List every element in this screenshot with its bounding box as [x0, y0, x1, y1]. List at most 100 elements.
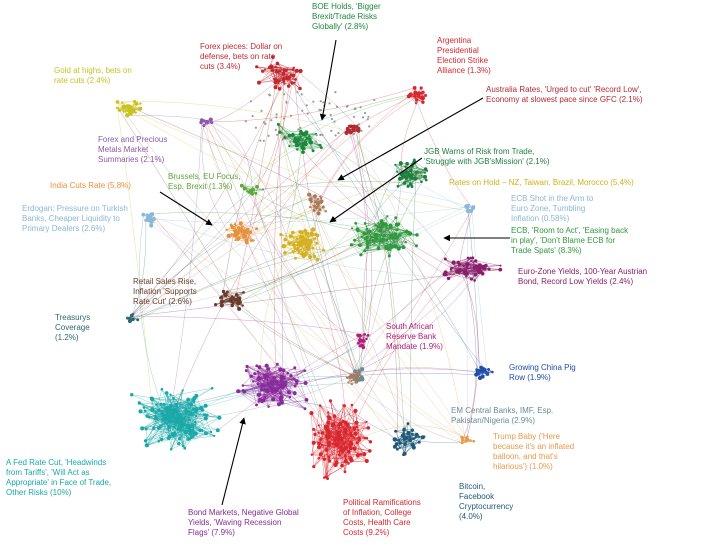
node [400, 433, 405, 438]
isolated-node [330, 129, 333, 132]
node [230, 233, 233, 236]
isolated-node [315, 134, 318, 137]
node [479, 365, 483, 370]
node [230, 299, 234, 304]
node [300, 252, 304, 256]
node [376, 225, 380, 229]
node [350, 434, 354, 438]
node [138, 409, 143, 414]
node [257, 365, 262, 370]
cluster-chinapig [474, 365, 494, 380]
node [257, 375, 261, 379]
node [279, 395, 284, 400]
node [275, 61, 280, 66]
node [150, 397, 154, 402]
node [476, 372, 480, 376]
label-eurozone: Euro-Zone Yields, 100-Year Austrian Bond… [518, 267, 648, 286]
node [338, 453, 341, 457]
node [137, 106, 143, 111]
edge [279, 132, 298, 150]
node [255, 65, 259, 69]
node [192, 431, 197, 436]
node [252, 239, 255, 242]
inter-cluster-edge [232, 302, 363, 380]
node [336, 424, 339, 427]
node [396, 222, 401, 226]
node [152, 426, 156, 430]
node [291, 73, 296, 78]
inter-cluster-edge [246, 94, 419, 189]
node [304, 237, 307, 240]
node [312, 254, 317, 258]
edge [313, 199, 319, 211]
node [352, 446, 357, 451]
node [398, 176, 402, 181]
node [396, 439, 399, 442]
node [420, 95, 425, 101]
node [346, 449, 351, 454]
node [324, 210, 327, 213]
inter-cluster-edge [200, 122, 258, 187]
node [270, 68, 275, 72]
node [294, 78, 297, 81]
isolated-node [251, 115, 254, 118]
isolated-node [285, 135, 288, 138]
node [293, 246, 297, 250]
node [254, 191, 258, 195]
node [296, 148, 299, 151]
node [487, 368, 490, 371]
node [343, 470, 347, 474]
node [144, 443, 149, 448]
label-brussels: Brussels, EU Focus, Esp. Brexit (1.3%) [168, 172, 241, 191]
node [248, 230, 253, 234]
label-bitcoin: Bitcoin, Facebook Cryptocurrency (4.0%) [459, 482, 514, 521]
node [204, 431, 208, 436]
edge [258, 369, 281, 378]
node [324, 475, 328, 479]
node [353, 431, 358, 436]
node [394, 163, 397, 166]
node [343, 429, 348, 434]
node [294, 139, 299, 144]
inter-cluster-edge [356, 126, 397, 246]
node [286, 371, 290, 375]
node [450, 266, 453, 270]
node [327, 411, 330, 414]
node [140, 426, 145, 431]
isolated-node [299, 126, 302, 129]
node [414, 102, 418, 105]
node [181, 389, 184, 392]
node [469, 256, 472, 260]
isolated-node [249, 100, 252, 103]
node [293, 366, 297, 370]
node [164, 416, 169, 420]
inter-cluster-edge [273, 78, 483, 377]
node [151, 217, 156, 222]
node [276, 362, 279, 366]
edge [147, 418, 157, 446]
edge [275, 69, 288, 88]
node [324, 427, 329, 431]
node [410, 428, 414, 432]
node [381, 221, 386, 226]
node [360, 367, 365, 372]
node [404, 180, 407, 183]
inter-cluster-edge [459, 206, 474, 265]
label-trump-baby: Trump Baby ('Here because it's an inflat… [493, 432, 575, 471]
node [319, 199, 324, 204]
edge [297, 134, 307, 150]
node [306, 239, 309, 242]
node [410, 185, 414, 188]
node [406, 184, 410, 188]
edge [357, 426, 369, 429]
node [408, 435, 412, 438]
node [354, 373, 359, 377]
inter-cluster-edge [128, 106, 467, 277]
node [180, 423, 185, 428]
node [188, 437, 192, 440]
edge [311, 413, 329, 460]
node [318, 404, 322, 407]
inter-cluster-edge [117, 107, 155, 429]
inter-cluster-edge [146, 214, 449, 279]
node [291, 230, 295, 235]
